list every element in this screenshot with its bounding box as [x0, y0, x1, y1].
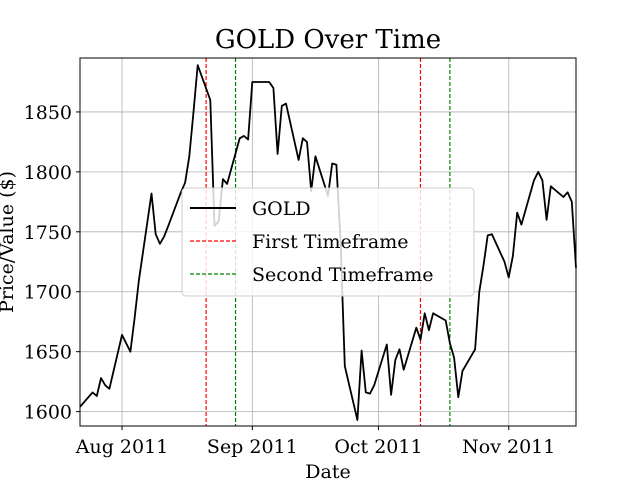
x-axis-label: Date [305, 461, 350, 480]
legend-label-gold: GOLD [252, 198, 311, 220]
y-tick-label: 1650 [24, 342, 72, 364]
y-tick-label: 1700 [24, 282, 72, 304]
series-line-gold [79, 64, 577, 421]
y-tick-label: 1750 [24, 222, 72, 244]
y-tick-label: 1600 [24, 402, 72, 424]
series [79, 64, 577, 421]
chart-title: GOLD Over Time [215, 25, 441, 55]
legend-box [181, 187, 475, 297]
legend-label-first-timeframe: First Timeframe [252, 231, 408, 253]
x-axis-ticks: Aug 2011 Sep 2011 Oct 2011 Nov 2011 [75, 426, 555, 458]
y-axis-ticks: 1600 1650 1700 1750 1800 1850 [24, 102, 80, 424]
y-tick-label: 1800 [24, 162, 72, 184]
legend: GOLD First Timeframe Second Timeframe [181, 187, 475, 297]
y-tick-label: 1850 [24, 102, 72, 124]
x-tick-label: Sep 2011 [207, 436, 298, 458]
x-tick-label: Nov 2011 [462, 436, 555, 458]
x-tick-label: Aug 2011 [75, 436, 169, 458]
plot-area-frame [79, 57, 577, 427]
x-tick-label: Oct 2011 [334, 436, 422, 458]
legend-label-second-timeframe: Second Timeframe [252, 264, 434, 286]
y-axis-label: Price/Value ($) [0, 171, 18, 313]
